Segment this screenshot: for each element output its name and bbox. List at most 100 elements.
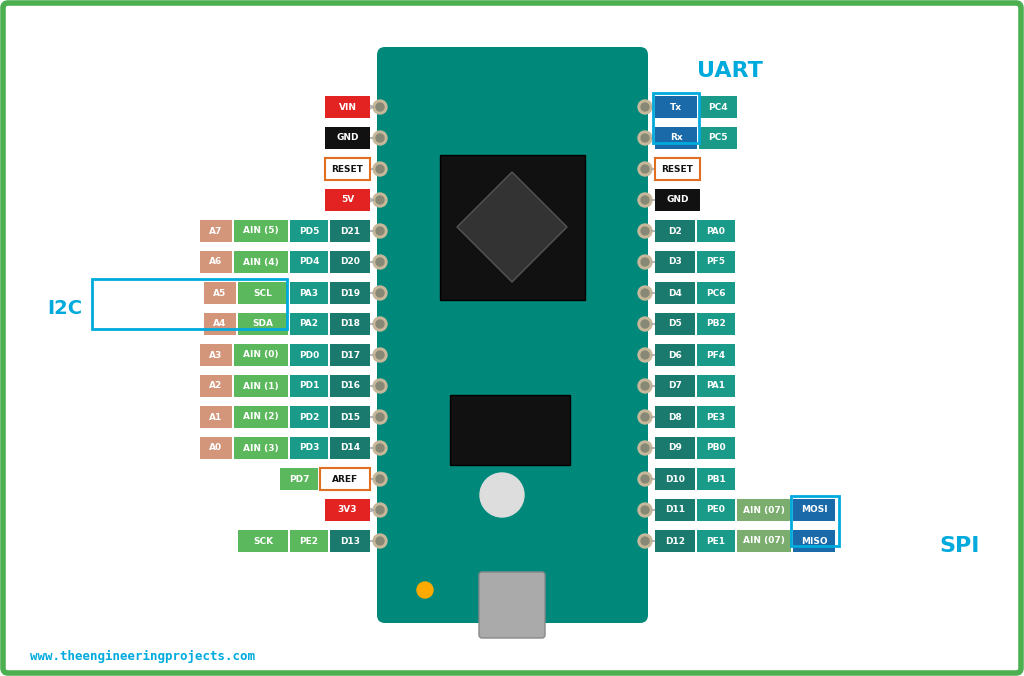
Circle shape — [638, 503, 652, 517]
FancyBboxPatch shape — [200, 437, 232, 459]
Text: PB0: PB0 — [707, 443, 726, 452]
FancyBboxPatch shape — [697, 313, 735, 335]
Text: AREF: AREF — [332, 475, 358, 483]
Text: PA2: PA2 — [299, 320, 318, 329]
Text: A3: A3 — [209, 350, 222, 360]
Circle shape — [641, 351, 649, 359]
Text: RESET: RESET — [332, 164, 364, 174]
Text: SCL: SCL — [254, 289, 272, 297]
Text: D16: D16 — [340, 381, 360, 391]
Circle shape — [641, 196, 649, 204]
Circle shape — [641, 382, 649, 390]
FancyBboxPatch shape — [290, 375, 328, 397]
Text: PD7: PD7 — [289, 475, 309, 483]
FancyBboxPatch shape — [479, 572, 545, 638]
Circle shape — [376, 444, 384, 452]
FancyBboxPatch shape — [234, 344, 288, 366]
Text: VIN: VIN — [339, 103, 356, 112]
Circle shape — [638, 286, 652, 300]
Circle shape — [373, 503, 387, 517]
Circle shape — [638, 472, 652, 486]
FancyBboxPatch shape — [330, 282, 370, 304]
Text: PD3: PD3 — [299, 443, 319, 452]
Text: PA1: PA1 — [707, 381, 725, 391]
Text: D9: D9 — [668, 443, 682, 452]
FancyBboxPatch shape — [450, 395, 570, 465]
Circle shape — [376, 382, 384, 390]
Text: D14: D14 — [340, 443, 360, 452]
FancyBboxPatch shape — [440, 155, 585, 300]
Circle shape — [641, 444, 649, 452]
Polygon shape — [457, 172, 567, 282]
FancyBboxPatch shape — [655, 220, 695, 242]
FancyBboxPatch shape — [793, 499, 835, 521]
FancyBboxPatch shape — [697, 282, 735, 304]
Circle shape — [641, 134, 649, 142]
FancyBboxPatch shape — [3, 3, 1021, 673]
FancyBboxPatch shape — [697, 406, 735, 428]
Text: D19: D19 — [340, 289, 360, 297]
Circle shape — [480, 473, 524, 517]
FancyBboxPatch shape — [290, 437, 328, 459]
Text: D5: D5 — [668, 320, 682, 329]
Circle shape — [638, 410, 652, 424]
FancyBboxPatch shape — [655, 499, 695, 521]
Circle shape — [376, 134, 384, 142]
FancyBboxPatch shape — [200, 406, 232, 428]
Text: PE3: PE3 — [707, 412, 725, 422]
Text: 3V3: 3V3 — [338, 506, 357, 514]
Text: D21: D21 — [340, 226, 360, 235]
Circle shape — [376, 258, 384, 266]
Circle shape — [376, 351, 384, 359]
FancyBboxPatch shape — [319, 468, 370, 490]
FancyBboxPatch shape — [699, 127, 737, 149]
Text: D10: D10 — [665, 475, 685, 483]
FancyBboxPatch shape — [330, 375, 370, 397]
FancyBboxPatch shape — [238, 313, 288, 335]
Circle shape — [376, 196, 384, 204]
FancyBboxPatch shape — [238, 282, 288, 304]
Circle shape — [373, 410, 387, 424]
Circle shape — [376, 289, 384, 297]
FancyBboxPatch shape — [330, 313, 370, 335]
Circle shape — [376, 320, 384, 328]
Circle shape — [641, 475, 649, 483]
Text: D2: D2 — [668, 226, 682, 235]
FancyBboxPatch shape — [330, 530, 370, 552]
Text: www.theengineeringprojects.com: www.theengineeringprojects.com — [30, 650, 255, 663]
FancyBboxPatch shape — [697, 220, 735, 242]
FancyBboxPatch shape — [234, 220, 288, 242]
FancyBboxPatch shape — [655, 468, 695, 490]
Circle shape — [638, 255, 652, 269]
Text: D17: D17 — [340, 350, 360, 360]
FancyBboxPatch shape — [234, 437, 288, 459]
Text: SCK: SCK — [253, 537, 273, 546]
FancyBboxPatch shape — [655, 530, 695, 552]
Text: AIN (1): AIN (1) — [243, 381, 279, 391]
Text: PF4: PF4 — [707, 350, 726, 360]
Circle shape — [641, 165, 649, 173]
Circle shape — [373, 348, 387, 362]
FancyBboxPatch shape — [655, 406, 695, 428]
Text: RESET: RESET — [662, 164, 693, 174]
Text: AIN (3): AIN (3) — [243, 443, 279, 452]
Text: 5V: 5V — [341, 195, 354, 205]
Text: AIN (4): AIN (4) — [243, 258, 279, 266]
Text: PD2: PD2 — [299, 412, 319, 422]
FancyBboxPatch shape — [697, 251, 735, 273]
Text: AIN (07): AIN (07) — [743, 506, 785, 514]
Circle shape — [373, 255, 387, 269]
Text: PA3: PA3 — [299, 289, 318, 297]
Circle shape — [376, 506, 384, 514]
Text: AIN (5): AIN (5) — [243, 226, 279, 235]
Circle shape — [373, 379, 387, 393]
Circle shape — [373, 472, 387, 486]
FancyBboxPatch shape — [697, 468, 735, 490]
Text: PD4: PD4 — [299, 258, 319, 266]
Circle shape — [373, 534, 387, 548]
Text: MISO: MISO — [801, 537, 827, 546]
Text: PC6: PC6 — [707, 289, 726, 297]
FancyBboxPatch shape — [330, 251, 370, 273]
FancyBboxPatch shape — [655, 127, 697, 149]
Text: D11: D11 — [665, 506, 685, 514]
